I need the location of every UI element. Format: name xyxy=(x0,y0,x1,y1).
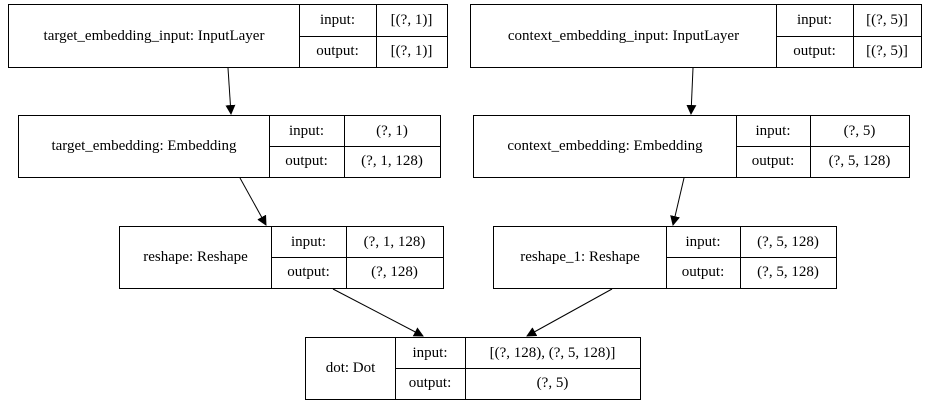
node-dot: dot: Dot input: [(?, 128), (?, 5, 128)] … xyxy=(305,337,641,400)
input-shape: [(?, 1)] xyxy=(376,5,447,37)
input-label: input: xyxy=(395,338,466,369)
node-reshape-1: reshape_1: Reshape input: (?, 5, 128) ou… xyxy=(493,226,837,289)
input-shape: (?, 5) xyxy=(810,116,909,147)
node-title: dot: Dot xyxy=(306,338,396,399)
node-title: target_embedding_input: InputLayer xyxy=(9,5,300,67)
edge-reshape-1-to-dot xyxy=(526,288,613,337)
input-shape: [(?, 128), (?, 5, 128)] xyxy=(465,338,640,369)
output-label: output: xyxy=(271,257,347,288)
edge-reshape-to-dot xyxy=(332,288,424,337)
edge-target-input-to-target-embedding xyxy=(225,67,236,115)
input-shape: (?, 5, 128) xyxy=(740,227,836,258)
output-label: output: xyxy=(395,368,466,399)
output-label: output: xyxy=(776,36,854,67)
output-shape: (?, 5) xyxy=(536,375,569,391)
input-shape: (?, 1, 128) xyxy=(346,227,443,258)
output-shape: [(?, 5)] xyxy=(866,43,908,59)
edge-context-input-to-context-embedding xyxy=(686,67,697,115)
input-shape: (?, 1) xyxy=(344,116,440,147)
output-label: output: xyxy=(736,146,811,177)
output-shape: (?, 128) xyxy=(371,264,418,280)
node-title: context_embedding_input: InputLayer xyxy=(471,5,777,67)
node-title: target_embedding: Embedding xyxy=(19,116,270,177)
node-target-embedding: target_embedding: Embedding input: (?, 1… xyxy=(18,115,441,178)
input-label: input: xyxy=(776,5,854,37)
output-shape: (?, 5, 128) xyxy=(757,264,819,280)
input-shape: [(?, 5)] xyxy=(853,5,921,37)
edge-target-embedding-to-reshape xyxy=(239,177,267,226)
output-shape: (?, 1, 128) xyxy=(361,153,423,169)
output-label: output: xyxy=(299,36,377,67)
edge-context-embedding-to-reshape-1 xyxy=(670,177,685,226)
input-label: input: xyxy=(736,116,811,147)
node-reshape: reshape: Reshape input: (?, 1, 128) outp… xyxy=(119,226,444,289)
node-context-embedding: context_embedding: Embedding input: (?, … xyxy=(473,115,910,178)
node-title: reshape_1: Reshape xyxy=(494,227,667,288)
input-label: input: xyxy=(269,116,345,147)
output-shape: [(?, 1)] xyxy=(390,43,433,59)
input-label: input: xyxy=(299,5,377,37)
input-label: input: xyxy=(666,227,741,258)
output-label: output: xyxy=(666,257,741,288)
input-label: input: xyxy=(271,227,347,258)
node-title: context_embedding: Embedding xyxy=(474,116,737,177)
node-target-embedding-input: target_embedding_input: InputLayer input… xyxy=(8,4,448,68)
node-context-embedding-input: context_embedding_input: InputLayer inpu… xyxy=(470,4,922,68)
output-label: output: xyxy=(269,146,345,177)
node-title: reshape: Reshape xyxy=(120,227,272,288)
output-shape: (?, 5, 128) xyxy=(828,153,891,169)
